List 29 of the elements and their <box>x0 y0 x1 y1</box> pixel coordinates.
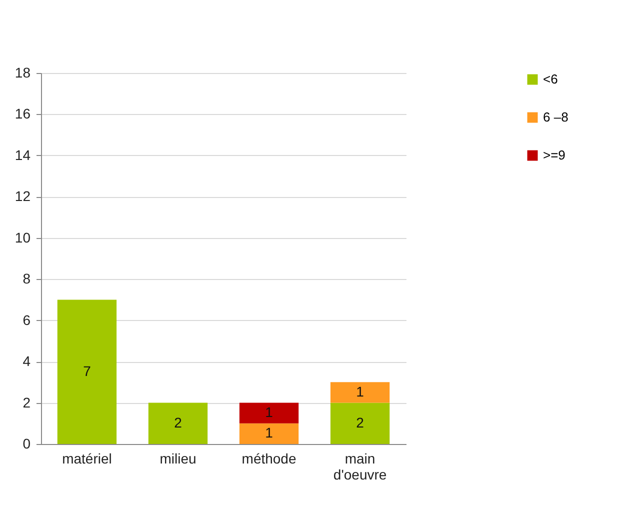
y-tick-label: 4 <box>22 353 31 370</box>
data-label: 1 <box>265 404 274 420</box>
x-tick-label: main d'oeuvre <box>333 450 387 482</box>
legend-label: 6 –8 <box>543 110 568 124</box>
bar <box>148 402 208 444</box>
x-tick-label: milieu <box>160 450 196 466</box>
y-tick-label: 10 <box>14 229 31 246</box>
bar <box>239 423 299 444</box>
y-tick-label: 2 <box>22 394 31 410</box>
legend-label: <6 <box>543 72 558 86</box>
y-tick-label: 0 <box>22 436 31 452</box>
y-tick-label: 18 <box>14 64 31 80</box>
x-tick-label: matériel <box>62 450 112 466</box>
y-tick-label: 16 <box>14 106 31 122</box>
bar <box>330 402 390 444</box>
bar <box>239 402 299 424</box>
y-tick-label: 6 <box>22 312 31 328</box>
y-tick-label: 12 <box>14 188 31 204</box>
data-label: 2 <box>356 414 364 430</box>
y-tick-label: 14 <box>14 146 31 163</box>
data-label: 2 <box>174 414 182 430</box>
y-tick-label: 8 <box>22 270 31 287</box>
legend-label: >=9 <box>543 148 566 162</box>
bar <box>330 382 390 403</box>
data-label: 1 <box>265 424 274 441</box>
data-label: 1 <box>356 383 364 400</box>
data-label: 7 <box>83 362 92 379</box>
bar <box>57 300 117 444</box>
x-tick-label: méthode <box>242 450 296 466</box>
